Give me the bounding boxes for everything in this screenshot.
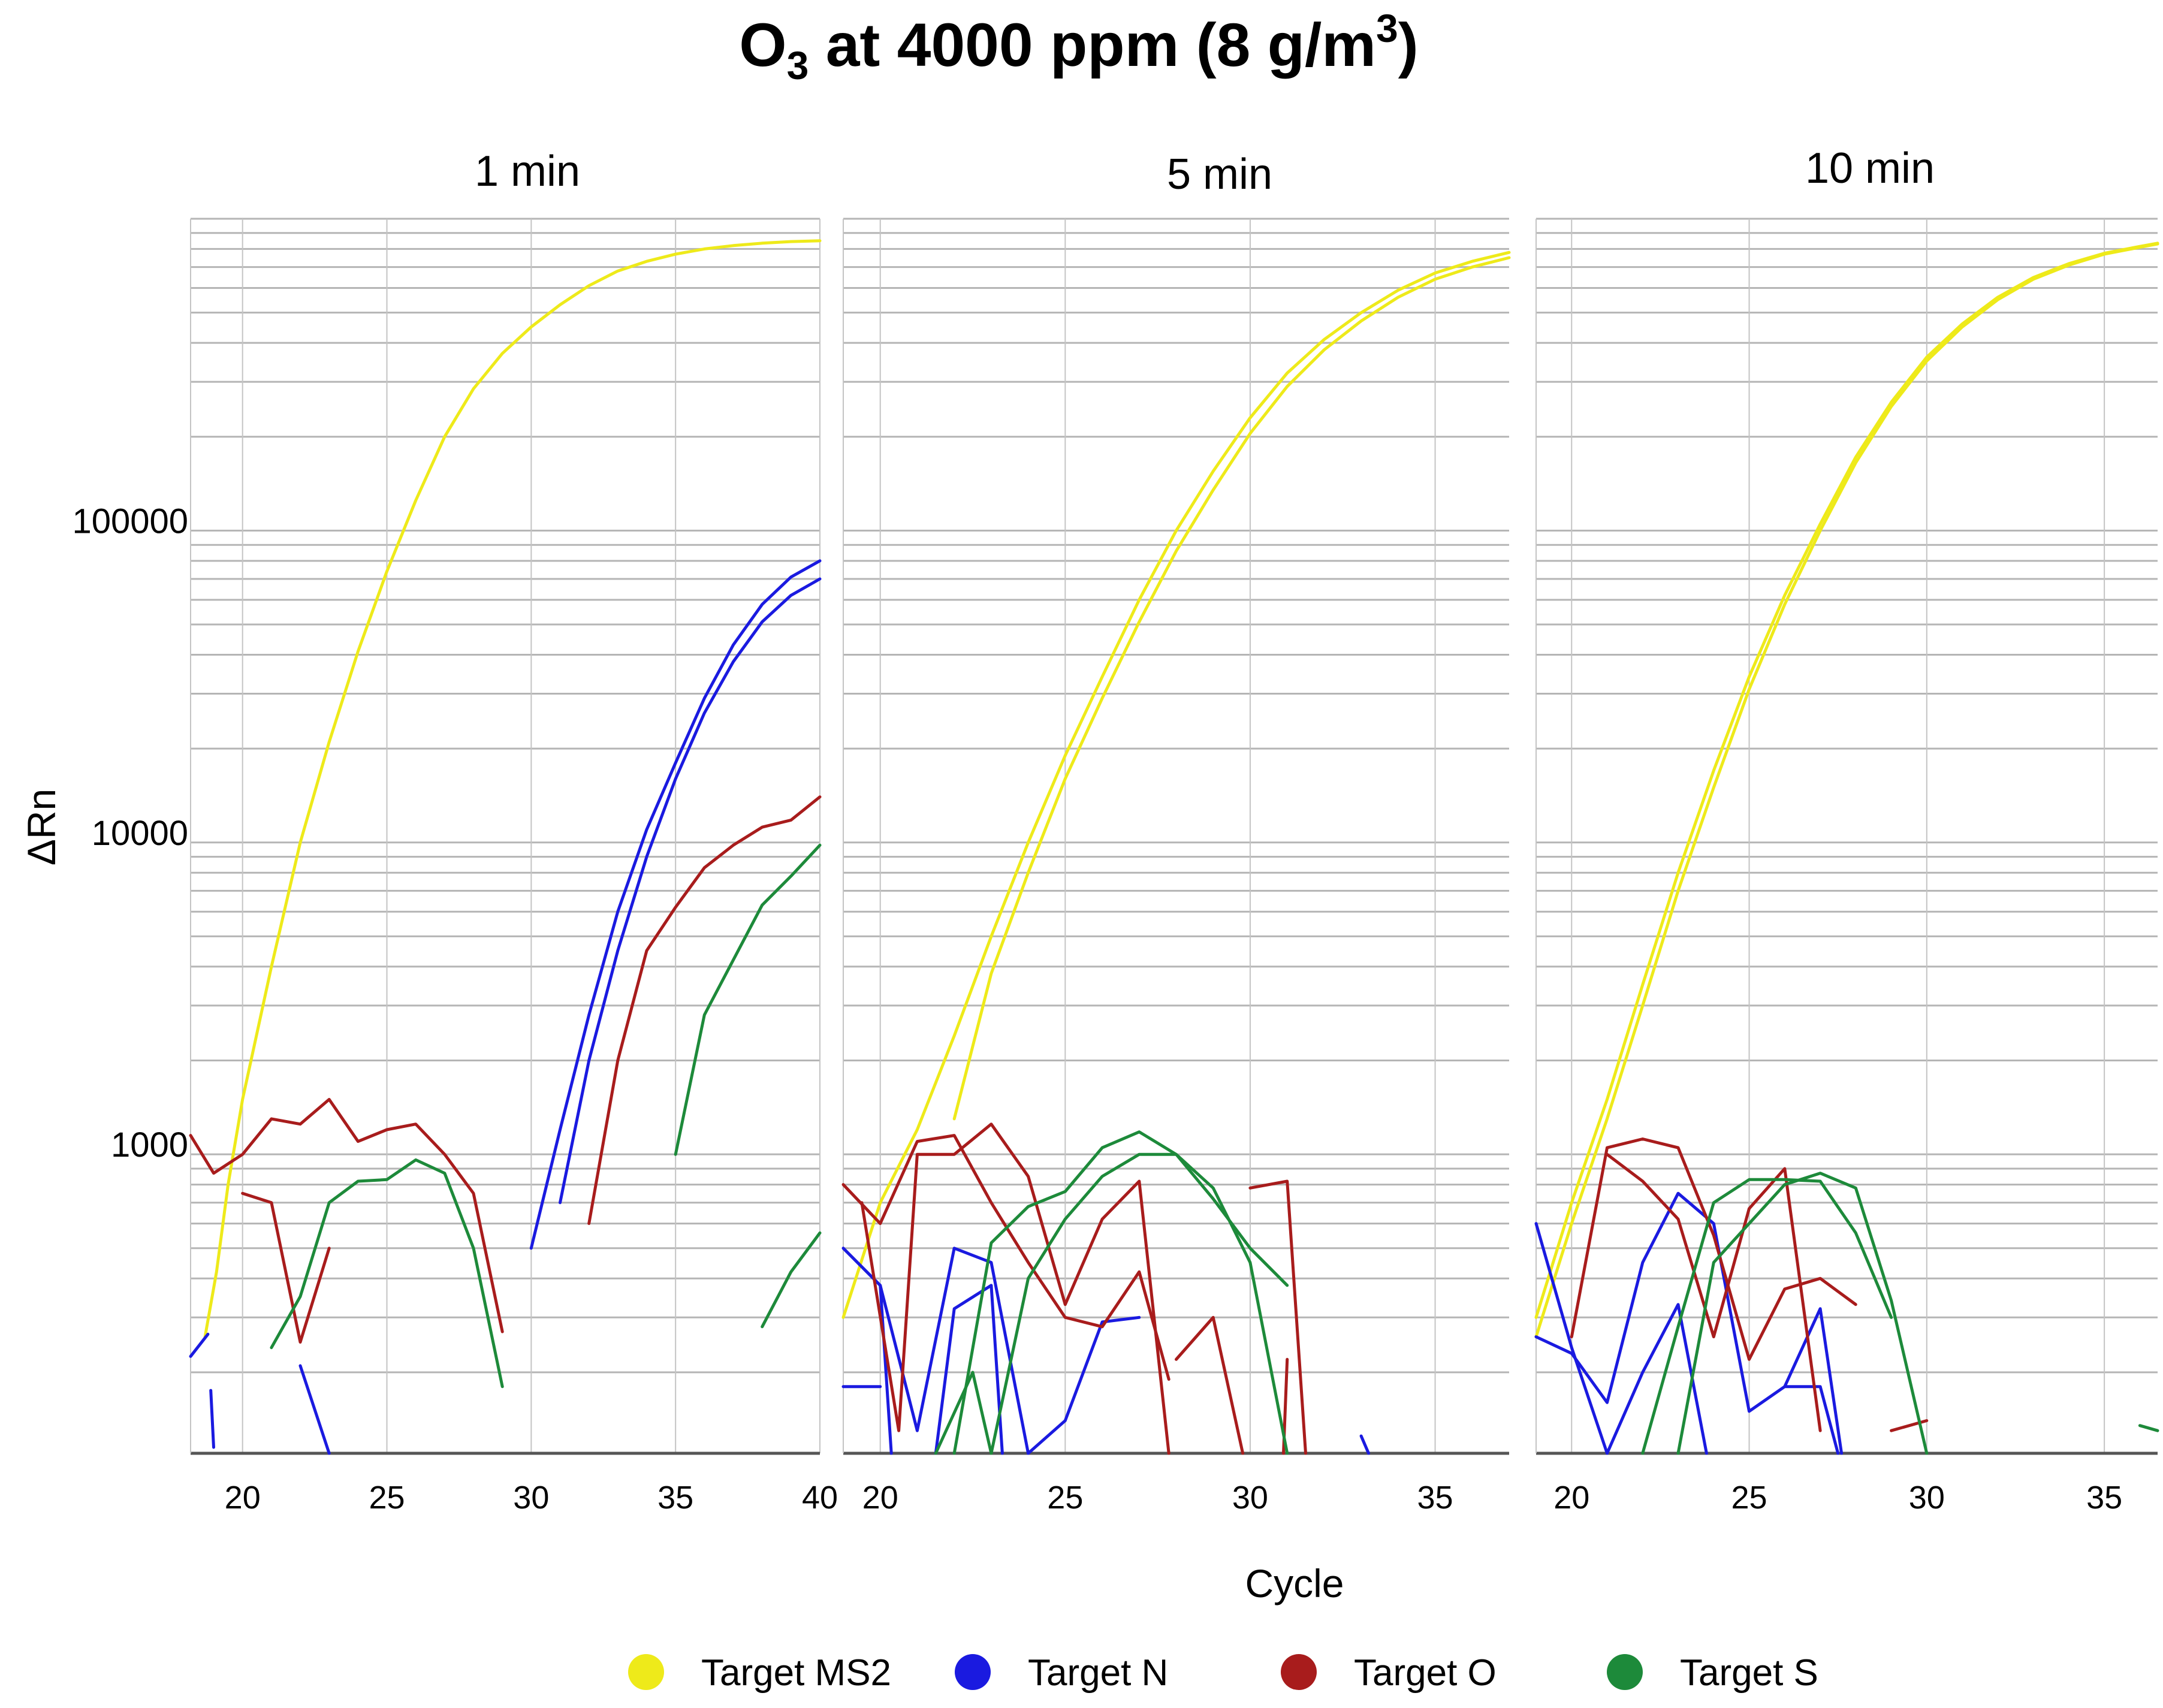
series-line-target-n — [879, 1247, 1030, 1455]
legend-marker-target-n — [955, 1654, 991, 1690]
series-line-target-n — [1534, 1222, 1708, 1455]
series-line-target-o — [860, 1122, 1171, 1455]
x-tick-label: 30 — [513, 1480, 549, 1516]
legend-label-target-ms2: Target MS2 — [701, 1652, 891, 1694]
panel-title: 1 min — [475, 147, 580, 195]
x-tick-label: 20 — [1553, 1480, 1589, 1516]
legend-marker-target-ms2 — [628, 1654, 664, 1690]
legend-marker-target-o — [1281, 1654, 1317, 1690]
x-tick-label: 40 — [802, 1480, 838, 1516]
series-line-target-n — [559, 577, 822, 1205]
series-line-target-s — [990, 1152, 1289, 1455]
series-line-target-s — [934, 1371, 993, 1455]
x-axis-label: Cycle — [1245, 1561, 1344, 1606]
panel-title: 5 min — [1167, 150, 1272, 198]
panel-title: 10 min — [1805, 144, 1935, 192]
series-line-target-o — [1606, 1152, 1822, 1432]
series-line-target-o — [1570, 1137, 1857, 1361]
series-line-target-o — [841, 1134, 1171, 1381]
series-line-target-o — [1175, 1315, 1245, 1455]
x-tick-label: 20 — [225, 1480, 261, 1516]
y-axis-label: ΔRn — [19, 789, 64, 865]
series-line-target-n — [1027, 1315, 1141, 1455]
series-line-target-o — [1248, 1179, 1307, 1455]
y-tick-label: 100000 — [72, 502, 188, 541]
series-line-target-n — [298, 1364, 331, 1455]
series-line-target-n — [1359, 1434, 1370, 1455]
series-line-target-s — [674, 843, 822, 1156]
series-line-target-n — [1783, 1385, 1840, 1455]
series-line-target-o — [241, 1191, 331, 1344]
series-line-target-o — [587, 795, 822, 1226]
series-line-target-s — [1641, 1178, 1893, 1455]
series-line-target-ms2 — [1534, 242, 2159, 1319]
x-tick-label: 25 — [369, 1480, 405, 1516]
legend: Target MS2 Target N Target O Target S — [628, 1652, 1818, 1694]
series-line-target-o — [189, 1098, 504, 1333]
series-line-target-n — [209, 1389, 215, 1449]
series-line-target-ms2 — [841, 251, 1511, 1319]
series-line-target-s — [1676, 1172, 1929, 1455]
legend-label-target-n: Target N — [1028, 1652, 1168, 1694]
x-tick-label: 25 — [1731, 1480, 1767, 1516]
series-line-target-n — [189, 1332, 210, 1358]
panel-5min: 5 min 20 25 30 35 — [841, 150, 1511, 1516]
legend-marker-target-s — [1607, 1654, 1643, 1690]
panel-1min: 1 min 20 25 30 35 40 — [189, 147, 838, 1516]
x-tick-label: 35 — [657, 1480, 693, 1516]
chart-title: O3 at 4000 ppm (8 g/m3) — [739, 6, 1418, 87]
series-line-target-ms2 — [203, 239, 822, 1339]
x-tick-label: 35 — [2086, 1480, 2122, 1516]
x-tick-label: 20 — [862, 1480, 898, 1516]
x-tick-label: 35 — [1417, 1480, 1453, 1516]
panel-10min: 10 min 20 25 30 35 — [1534, 144, 2159, 1516]
legend-label-target-o: Target O — [1354, 1652, 1497, 1694]
x-tick-label: 30 — [1909, 1480, 1945, 1516]
x-tick-label: 30 — [1232, 1480, 1268, 1516]
series-line-target-ms2 — [952, 256, 1511, 1121]
series-line-target-n — [1534, 1191, 1844, 1455]
series-line-target-s — [270, 1158, 504, 1389]
legend-label-target-s: Target S — [1680, 1652, 1818, 1694]
series-line-target-n — [934, 1284, 1004, 1455]
y-tick-labels: 100000 10000 1000 — [72, 502, 188, 1164]
series-line-target-s — [761, 1231, 822, 1329]
y-tick-label: 10000 — [92, 814, 188, 853]
series-line-target-n — [529, 559, 822, 1250]
x-tick-label: 25 — [1047, 1480, 1083, 1516]
series-line-target-s — [2138, 1424, 2159, 1432]
y-tick-label: 1000 — [111, 1125, 188, 1164]
